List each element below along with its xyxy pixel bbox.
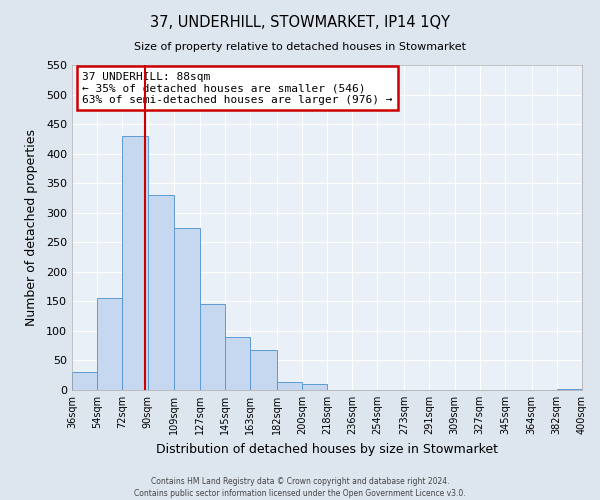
Bar: [122, 136, 148, 390]
Bar: [277, 382, 302, 390]
Bar: [72, 372, 97, 390]
Text: Contains HM Land Registry data © Crown copyright and database right 2024.: Contains HM Land Registry data © Crown c…: [151, 478, 449, 486]
X-axis label: Distribution of detached houses by size in Stowmarket: Distribution of detached houses by size …: [156, 442, 498, 456]
Text: 37, UNDERHILL, STOWMARKET, IP14 1QY: 37, UNDERHILL, STOWMARKET, IP14 1QY: [150, 15, 450, 30]
Bar: [97, 298, 122, 390]
Text: 37 UNDERHILL: 88sqm
← 35% of detached houses are smaller (546)
63% of semi-detac: 37 UNDERHILL: 88sqm ← 35% of detached ho…: [82, 72, 392, 104]
Text: Contains public sector information licensed under the Open Government Licence v3: Contains public sector information licen…: [134, 489, 466, 498]
Bar: [250, 350, 277, 390]
Bar: [200, 304, 225, 390]
Bar: [557, 389, 582, 390]
Bar: [225, 337, 250, 390]
Bar: [302, 384, 327, 390]
Bar: [148, 195, 174, 390]
Y-axis label: Number of detached properties: Number of detached properties: [25, 129, 38, 326]
Bar: [174, 228, 200, 390]
Text: Size of property relative to detached houses in Stowmarket: Size of property relative to detached ho…: [134, 42, 466, 52]
